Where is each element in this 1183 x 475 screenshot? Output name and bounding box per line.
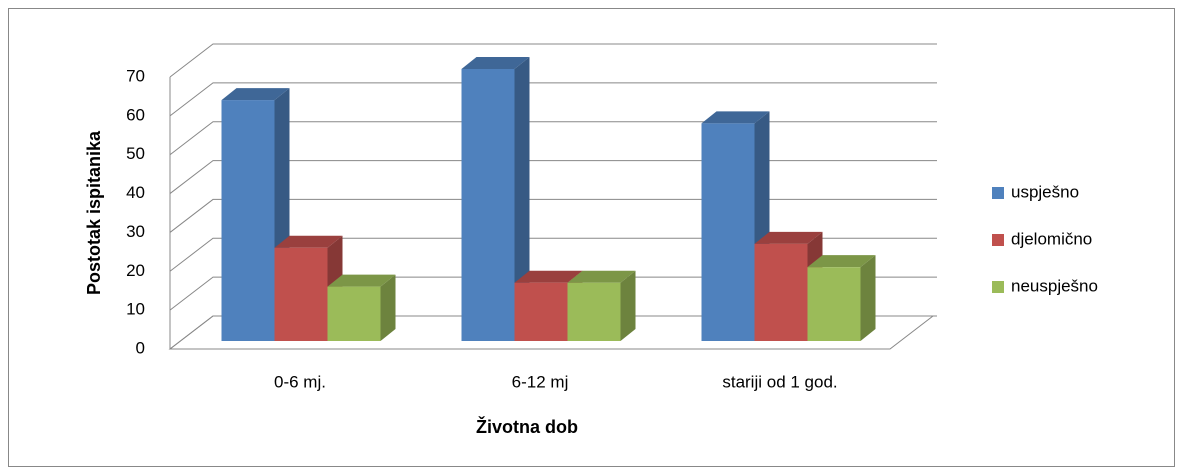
chart-border <box>8 8 1175 467</box>
bar-top <box>327 274 396 287</box>
y-tick-label: 60 <box>126 105 145 124</box>
x-tick-label: stariji od 1 god. <box>722 372 837 391</box>
bar-side <box>514 57 530 341</box>
bar-top <box>567 270 636 283</box>
grid-line <box>169 43 937 78</box>
bar-top <box>221 88 290 101</box>
grid-line <box>169 276 937 311</box>
bar-side <box>620 270 636 341</box>
y-axis-title: Postotak ispitanika <box>84 130 104 295</box>
y-tick-label: 10 <box>126 300 145 319</box>
y-tick-label: 40 <box>126 183 145 202</box>
legend-swatch <box>992 234 1004 246</box>
grid-line <box>169 237 937 272</box>
grid-line <box>169 198 937 233</box>
legend-label: djelomično <box>1011 229 1092 248</box>
bar <box>807 267 861 341</box>
grid-line <box>169 121 937 156</box>
bar <box>514 282 568 341</box>
x-tick-label: 0-6 mj. <box>274 372 326 391</box>
legend-label: uspješno <box>1011 182 1079 201</box>
bar <box>701 123 755 342</box>
y-tick-label: 30 <box>126 222 145 241</box>
grid-line <box>169 82 937 117</box>
y-tick-label: 70 <box>126 66 145 85</box>
bar <box>327 286 381 341</box>
x-tick-label: 6-12 mj <box>512 372 569 391</box>
bar-top <box>754 231 823 244</box>
bar <box>567 282 621 341</box>
y-tick-label: 0 <box>136 338 145 357</box>
legend-label: neuspješno <box>1011 276 1098 295</box>
legend-swatch <box>992 187 1004 199</box>
bar-top <box>514 270 583 283</box>
bar <box>274 247 328 341</box>
bar-top <box>701 111 770 124</box>
bar-side <box>380 274 396 341</box>
x-axis-title: Životna dob <box>476 416 578 437</box>
bar-top <box>807 255 876 268</box>
grid-line <box>169 160 937 194</box>
bar <box>461 69 515 341</box>
y-tick-label: 20 <box>126 261 145 280</box>
bar-top <box>461 57 530 69</box>
y-tick-label: 50 <box>126 144 145 163</box>
legend-swatch <box>992 281 1004 293</box>
grid-line <box>169 315 937 350</box>
bar-side <box>860 255 876 341</box>
bar <box>221 100 275 341</box>
bar <box>754 243 808 341</box>
bar-top <box>274 235 343 248</box>
